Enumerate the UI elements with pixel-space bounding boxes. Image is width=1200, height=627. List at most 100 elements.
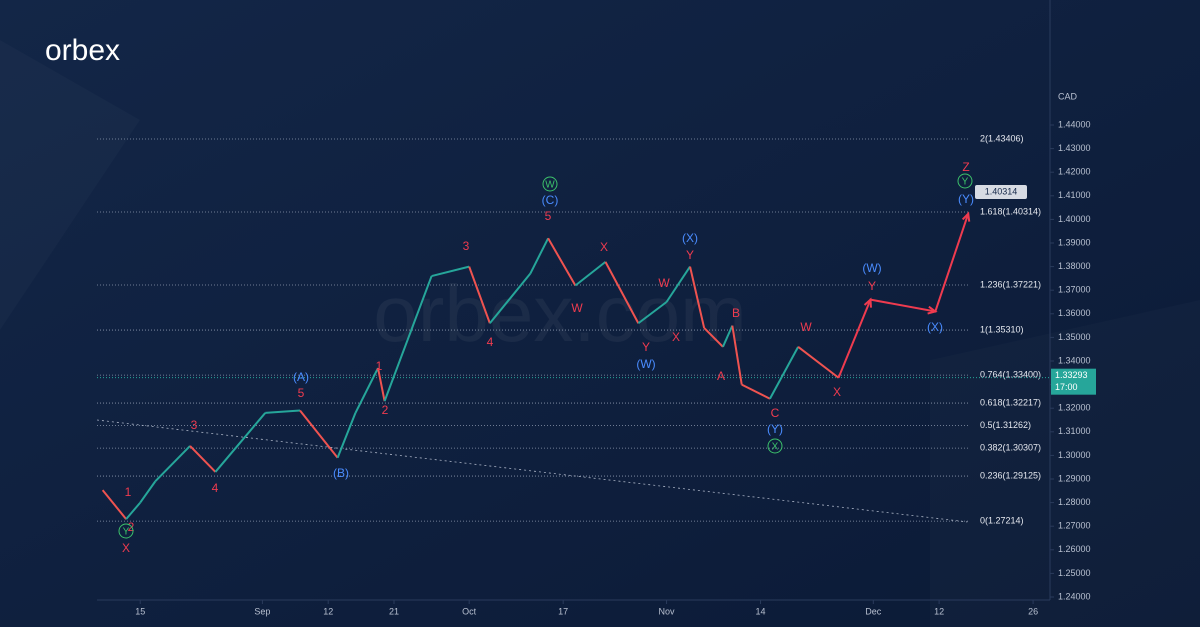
y-tick-label: 1.42000 (1058, 167, 1091, 177)
fib-label: 0.236(1.29125) (980, 470, 1041, 480)
trend-line (96, 419, 968, 523)
x-tick-label: 12 (323, 606, 333, 616)
last-price: 1.33293 (1055, 370, 1088, 380)
price-segment (299, 409, 339, 459)
y-tick-label: 1.31000 (1058, 426, 1091, 436)
price-segment (265, 409, 301, 414)
wave-label: X (833, 385, 841, 399)
price-segment (431, 265, 470, 278)
wave-label: 2 (382, 403, 389, 417)
price-segment (529, 237, 550, 275)
price-segment (741, 383, 771, 400)
last-price-box (1051, 368, 1096, 395)
y-tick-label: 1.26000 (1058, 544, 1091, 554)
y-tick-label: 1.29000 (1058, 473, 1091, 483)
wave-circle (767, 438, 783, 454)
fib-label: 1(1.35310) (980, 324, 1024, 334)
target-tag: 1.40314 (985, 186, 1018, 196)
wave-label: C (771, 406, 780, 420)
x-tick-label: 14 (756, 606, 766, 616)
wave-label: (W) (636, 357, 655, 371)
x-tick-label: 17 (558, 606, 568, 616)
axis-label: CAD (1058, 91, 1078, 101)
price-segment (154, 445, 191, 483)
wave-circle (957, 173, 973, 189)
wave-label: 5 (298, 386, 305, 400)
x-tick-label: 12 (934, 606, 944, 616)
wave-label: (Y) (767, 422, 783, 436)
fib-label: 0.382(1.30307) (980, 443, 1041, 453)
price-segment (377, 367, 386, 402)
x-tick-label: 21 (389, 606, 399, 616)
fib-label: 1.236(1.37221) (980, 279, 1041, 289)
wave-label: Y (123, 527, 130, 538)
wave-label: (B) (333, 466, 349, 480)
wave-label: B (732, 306, 740, 320)
wave-label: W (545, 180, 555, 191)
wave-label: 3 (191, 418, 198, 432)
wave-label: Y (642, 340, 650, 354)
y-tick-label: 1.41000 (1058, 190, 1091, 200)
fib-label: 0(1.27214) (980, 516, 1024, 526)
y-tick-label: 1.30000 (1058, 450, 1091, 460)
x-tick-label: Sep (254, 606, 270, 616)
y-tick-label: 1.25000 (1058, 568, 1091, 578)
target-tag-box (975, 184, 1027, 199)
wave-label: Y (962, 177, 969, 188)
wave-label: Y (868, 279, 876, 293)
wave-label: 1 (125, 485, 132, 499)
y-tick-label: 1.24000 (1058, 591, 1091, 601)
wave-label: (X) (682, 231, 698, 245)
wave-label: 4 (212, 481, 219, 495)
watermark: orbex.com (373, 269, 746, 358)
price-segment (703, 327, 724, 348)
price-segment (489, 273, 532, 324)
wave-circle (542, 176, 558, 192)
x-tick-label: 26 (1028, 606, 1038, 616)
y-tick-label: 1.40000 (1058, 214, 1091, 224)
price-segment (604, 261, 640, 324)
wave-label: 3 (463, 239, 470, 253)
y-tick-label: 1.27000 (1058, 521, 1091, 531)
wave-label: (W) (862, 261, 881, 275)
wave-label: (Y) (958, 192, 974, 206)
price-segment (101, 489, 127, 520)
price-segment (468, 266, 491, 324)
y-tick-label: 1.36000 (1058, 308, 1091, 318)
projection (837, 213, 970, 379)
x-tick-label: Oct (462, 606, 477, 616)
price-segment (125, 501, 141, 520)
wave-label: X (600, 240, 608, 254)
arrow-head (961, 211, 971, 222)
wave-label: W (658, 276, 670, 290)
wave-label: A (717, 369, 725, 383)
price-segment (769, 346, 800, 400)
fib-label: 2(1.43406) (980, 133, 1024, 143)
fib-label: 1.618(1.40314) (980, 206, 1041, 216)
y-tick-label: 1.38000 (1058, 261, 1091, 271)
wave-label: 4 (487, 335, 494, 349)
arrow-head (863, 297, 872, 308)
price-segment (797, 346, 840, 379)
price-segment (139, 480, 157, 504)
x-tick-label: Nov (659, 606, 676, 616)
price-segment (665, 266, 691, 303)
x-tick-label: 15 (135, 606, 145, 616)
price-segment (214, 412, 266, 473)
price-segment (722, 325, 734, 348)
fib-label: 0.764(1.33400) (980, 370, 1041, 380)
wave-label: X (772, 442, 779, 453)
y-tick-label: 1.34000 (1058, 355, 1091, 365)
fib-label: 0.618(1.32217) (980, 397, 1041, 407)
wave-label: X (672, 330, 680, 344)
wave-label: W (800, 320, 812, 334)
wave-label: W (571, 301, 583, 315)
y-tick-label: 1.39000 (1058, 237, 1091, 247)
wave-label: (X) (927, 320, 943, 334)
arrow-head (927, 305, 938, 315)
price-segment (383, 275, 433, 402)
wave-label: Z (962, 160, 969, 174)
wave-label: (A) (293, 370, 309, 384)
